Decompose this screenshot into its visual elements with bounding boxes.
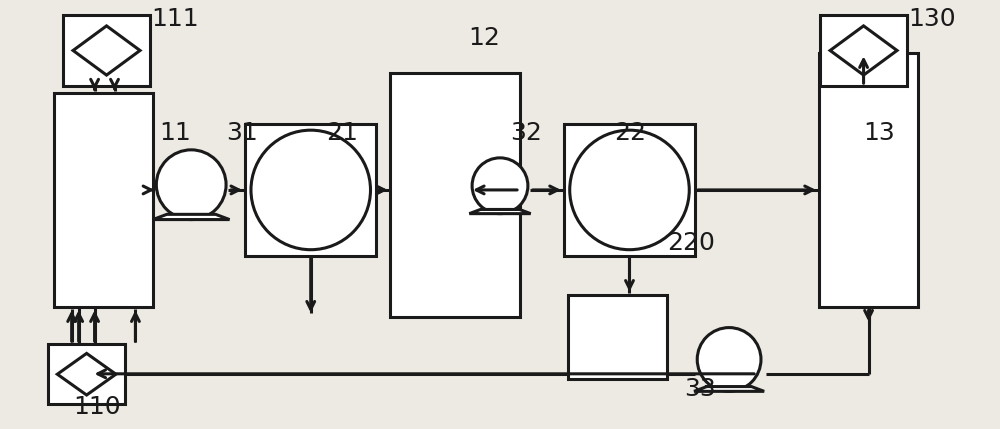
Circle shape [697, 328, 761, 391]
Bar [819, 54, 918, 308]
Polygon shape [694, 387, 764, 391]
Text: 31: 31 [226, 121, 258, 145]
Polygon shape [830, 26, 897, 75]
Polygon shape [469, 209, 531, 214]
Text: 21: 21 [326, 121, 358, 145]
Bar [54, 94, 153, 308]
Text: 130: 130 [908, 6, 956, 30]
Text: 33: 33 [684, 377, 716, 401]
Circle shape [570, 130, 689, 250]
Text: 32: 32 [510, 121, 542, 145]
Text: 11: 11 [159, 121, 191, 145]
Bar [568, 295, 667, 379]
Circle shape [251, 130, 371, 250]
Circle shape [156, 150, 226, 220]
Text: 13: 13 [864, 121, 895, 145]
Polygon shape [73, 26, 140, 75]
Text: 220: 220 [667, 231, 715, 255]
Polygon shape [57, 353, 116, 395]
Text: 111: 111 [151, 6, 199, 30]
Bar [820, 15, 907, 86]
Circle shape [472, 158, 528, 214]
Bar [390, 73, 520, 317]
Bar [245, 124, 376, 256]
Bar [564, 124, 695, 256]
Bar [48, 344, 125, 405]
Text: 12: 12 [468, 27, 500, 51]
Polygon shape [153, 214, 230, 220]
Bar [63, 15, 150, 86]
Text: 110: 110 [74, 395, 121, 419]
Text: 22: 22 [615, 121, 647, 145]
